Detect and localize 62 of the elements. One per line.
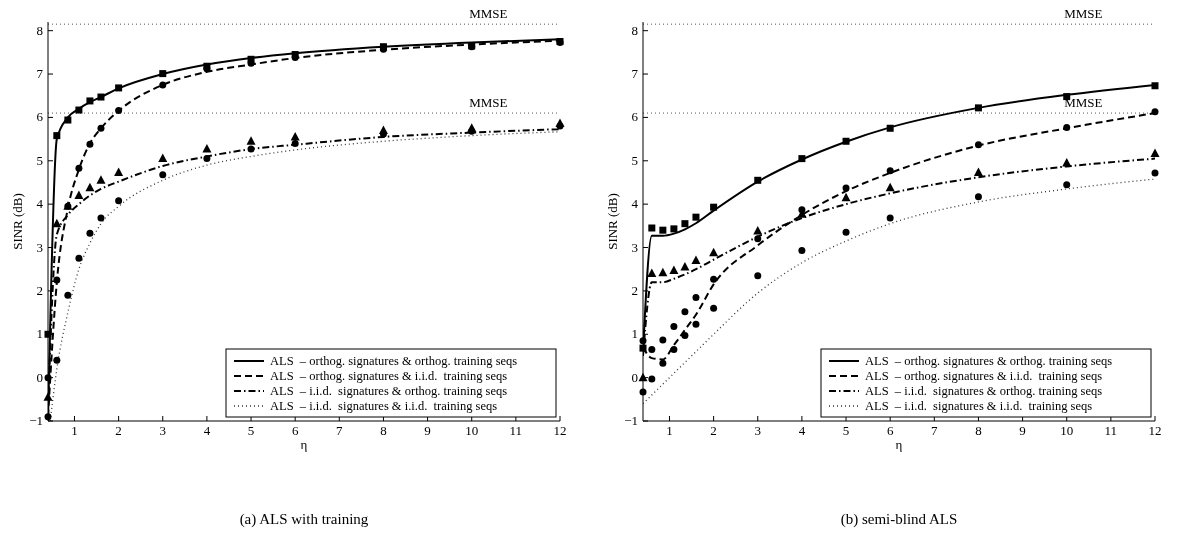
y-tick-label: 7 [36,66,44,82]
y-tick-label: 2 [631,282,638,298]
text: (a) ALS with training [239,511,369,528]
legend-label: ALS – orthog. signatures & i.i.d. training seqs [865,369,1103,383]
y-axis-title: SINR (dB) [10,193,25,250]
y-tick-label: 7 [631,66,639,82]
y-tick-label: 0 [36,369,43,385]
x-tick-label: 12 [553,423,567,438]
x-tick-label: 11 [509,423,523,438]
x-tick-label: 7 [336,423,344,438]
y-tick-label: 5 [631,152,638,168]
x-tick-label: 10 [1060,423,1074,438]
y-tick-label: 4 [631,196,639,212]
y-tick-label: 8 [36,22,43,38]
x-tick-label: 9 [424,423,431,438]
y-tick-label: −1 [624,413,638,428]
legend-label: ALS – i.i.d. signatures & i.i.d. training seqs [270,399,498,413]
x-axis-title: η [895,437,903,452]
x-tick-label: 3 [159,423,167,438]
y-axis-title: SINR (dB) [605,193,620,250]
y-tick-label: 6 [631,109,639,125]
x-axis-title: η [300,437,308,452]
ref-line-label: MMSE [469,95,508,111]
y-tick-label: 1 [631,326,638,342]
x-tick-label: 1 [666,423,673,438]
y-tick-label: 6 [36,109,44,125]
x-tick-label: 6 [886,423,894,438]
y-tick-label: 5 [36,152,43,168]
legend-label: ALS – orthog. signatures & orthog. training seqs [270,354,518,368]
y-tick-label: 3 [36,239,43,255]
x-tick-label: 5 [247,423,255,438]
legend-label: ALS – orthog. signatures & orthog. training seqs [865,354,1113,368]
y-tick-label: 8 [631,22,638,38]
ref-line-label: MMSE [1064,6,1103,22]
y-tick-label: 4 [36,196,44,212]
x-tick-label: 12 [1148,423,1162,438]
x-tick-label: 4 [798,423,806,438]
x-tick-label: 8 [975,423,982,438]
ref-line-label: MMSE [1064,95,1103,111]
legend-label: ALS – orthog. signatures & i.i.d. training seqs [270,369,508,383]
x-tick-label: 1 [71,423,78,438]
x-tick-label: 6 [291,423,299,438]
y-tick-label: 2 [36,282,43,298]
x-tick-label: 2 [115,423,122,438]
text: (b) semi-blind ALS [840,511,958,528]
y-tick-label: 1 [36,326,43,342]
x-tick-label: 3 [754,423,762,438]
x-tick-label: 10 [465,423,479,438]
y-tick-label: 3 [631,239,638,255]
x-tick-label: 9 [1019,423,1026,438]
legend-label: ALS – i.i.d. signatures & orthog. training seqs [865,384,1103,398]
ref-line-label: MMSE [469,6,508,22]
legend-label: ALS – i.i.d. signatures & orthog. training seqs [270,384,508,398]
x-tick-label: 7 [931,423,939,438]
x-tick-label: 11 [1104,423,1118,438]
y-tick-label: 0 [631,369,638,385]
x-tick-label: 8 [380,423,387,438]
legend-label: ALS – i.i.d. signatures & i.i.d. training seqs [865,399,1093,413]
x-tick-label: 2 [710,423,717,438]
x-tick-label: 5 [842,423,850,438]
y-tick-label: −1 [29,413,43,428]
x-tick-label: 4 [203,423,211,438]
